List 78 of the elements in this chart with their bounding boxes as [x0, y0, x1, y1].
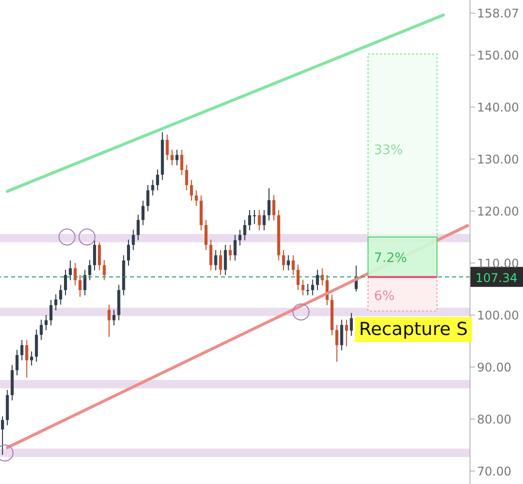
candlestick [54, 294, 58, 311]
candlestick [93, 239, 96, 271]
candlestick [151, 179, 154, 196]
candlestick [209, 239, 212, 271]
candlestick [132, 229, 135, 251]
candlestick [126, 239, 130, 266]
candlestick [20, 339, 24, 361]
candlestick [316, 269, 319, 291]
candlestick [194, 190, 198, 206]
candlestick [142, 200, 145, 226]
candlestick [102, 259, 106, 281]
candlestick [214, 250, 218, 271]
y-tick-label: 158.07 [477, 6, 519, 20]
candlestick [49, 299, 52, 326]
candlestick [170, 149, 174, 166]
y-tick-label: 150.00 [477, 48, 519, 62]
candlestick [262, 210, 266, 231]
candlestick [98, 242, 101, 271]
candlestick [301, 279, 304, 296]
candlestick [258, 210, 261, 231]
candlestick [234, 234, 237, 261]
candlestick [228, 244, 232, 261]
candlestick [108, 304, 111, 338]
candlestick [252, 210, 256, 225]
candlestick [204, 219, 208, 251]
candlestick [136, 214, 140, 241]
annotation: Recapture S [355, 317, 472, 342]
candlestick [190, 179, 193, 202]
candlestick [64, 269, 67, 296]
candlestick [282, 250, 286, 271]
y-tick-label: 70.00 [477, 464, 512, 478]
candlestick [267, 188, 270, 221]
candlestick [68, 260, 72, 281]
candlestick [335, 324, 338, 362]
y-tick-label: 80.00 [477, 412, 512, 426]
candlestick [40, 319, 43, 340]
candlestick [1, 416, 4, 456]
candlestick [311, 279, 314, 296]
candlestick [286, 254, 290, 271]
candlestick [306, 283, 310, 296]
candlestick [59, 284, 62, 306]
candlestick [180, 149, 184, 176]
candlestick [175, 149, 178, 166]
candlestick [243, 219, 246, 241]
candlestick [112, 309, 116, 326]
candlestick [345, 319, 348, 347]
y-tick-label: 120.00 [477, 204, 519, 218]
candlestick [16, 349, 19, 376]
candlestick [350, 312, 353, 336]
candlestick [224, 244, 227, 276]
y-tick-label: 100.00 [477, 308, 519, 322]
candlestick [146, 184, 150, 212]
candlestick [88, 259, 92, 281]
y-tick-label: 110.00 [477, 256, 519, 270]
candlestick [78, 274, 82, 298]
candlestick [25, 339, 28, 378]
candlestick [219, 250, 222, 276]
candlestick [292, 254, 295, 276]
candlestick [166, 134, 169, 161]
y-tick-label: 90.00 [477, 360, 512, 374]
candlestick [34, 329, 38, 362]
candlestick [44, 314, 48, 331]
candlestick [272, 194, 276, 221]
annotation: 6% [374, 289, 395, 304]
candlestick [340, 319, 344, 351]
candlestick [83, 269, 86, 296]
candlestick [30, 350, 34, 366]
candlestick [296, 264, 300, 291]
candlestick [74, 262, 77, 286]
candlestick [156, 168, 160, 191]
candlestick [238, 229, 242, 246]
y-tick-label: 130.00 [477, 152, 519, 166]
ref-line-label: 107.34 [476, 270, 518, 285]
annotation: 7.2% [374, 251, 408, 266]
candlestick [185, 164, 188, 191]
y-tick-label: 140.00 [477, 100, 519, 114]
annotation: 33% [374, 143, 403, 158]
candlestick [248, 210, 252, 231]
